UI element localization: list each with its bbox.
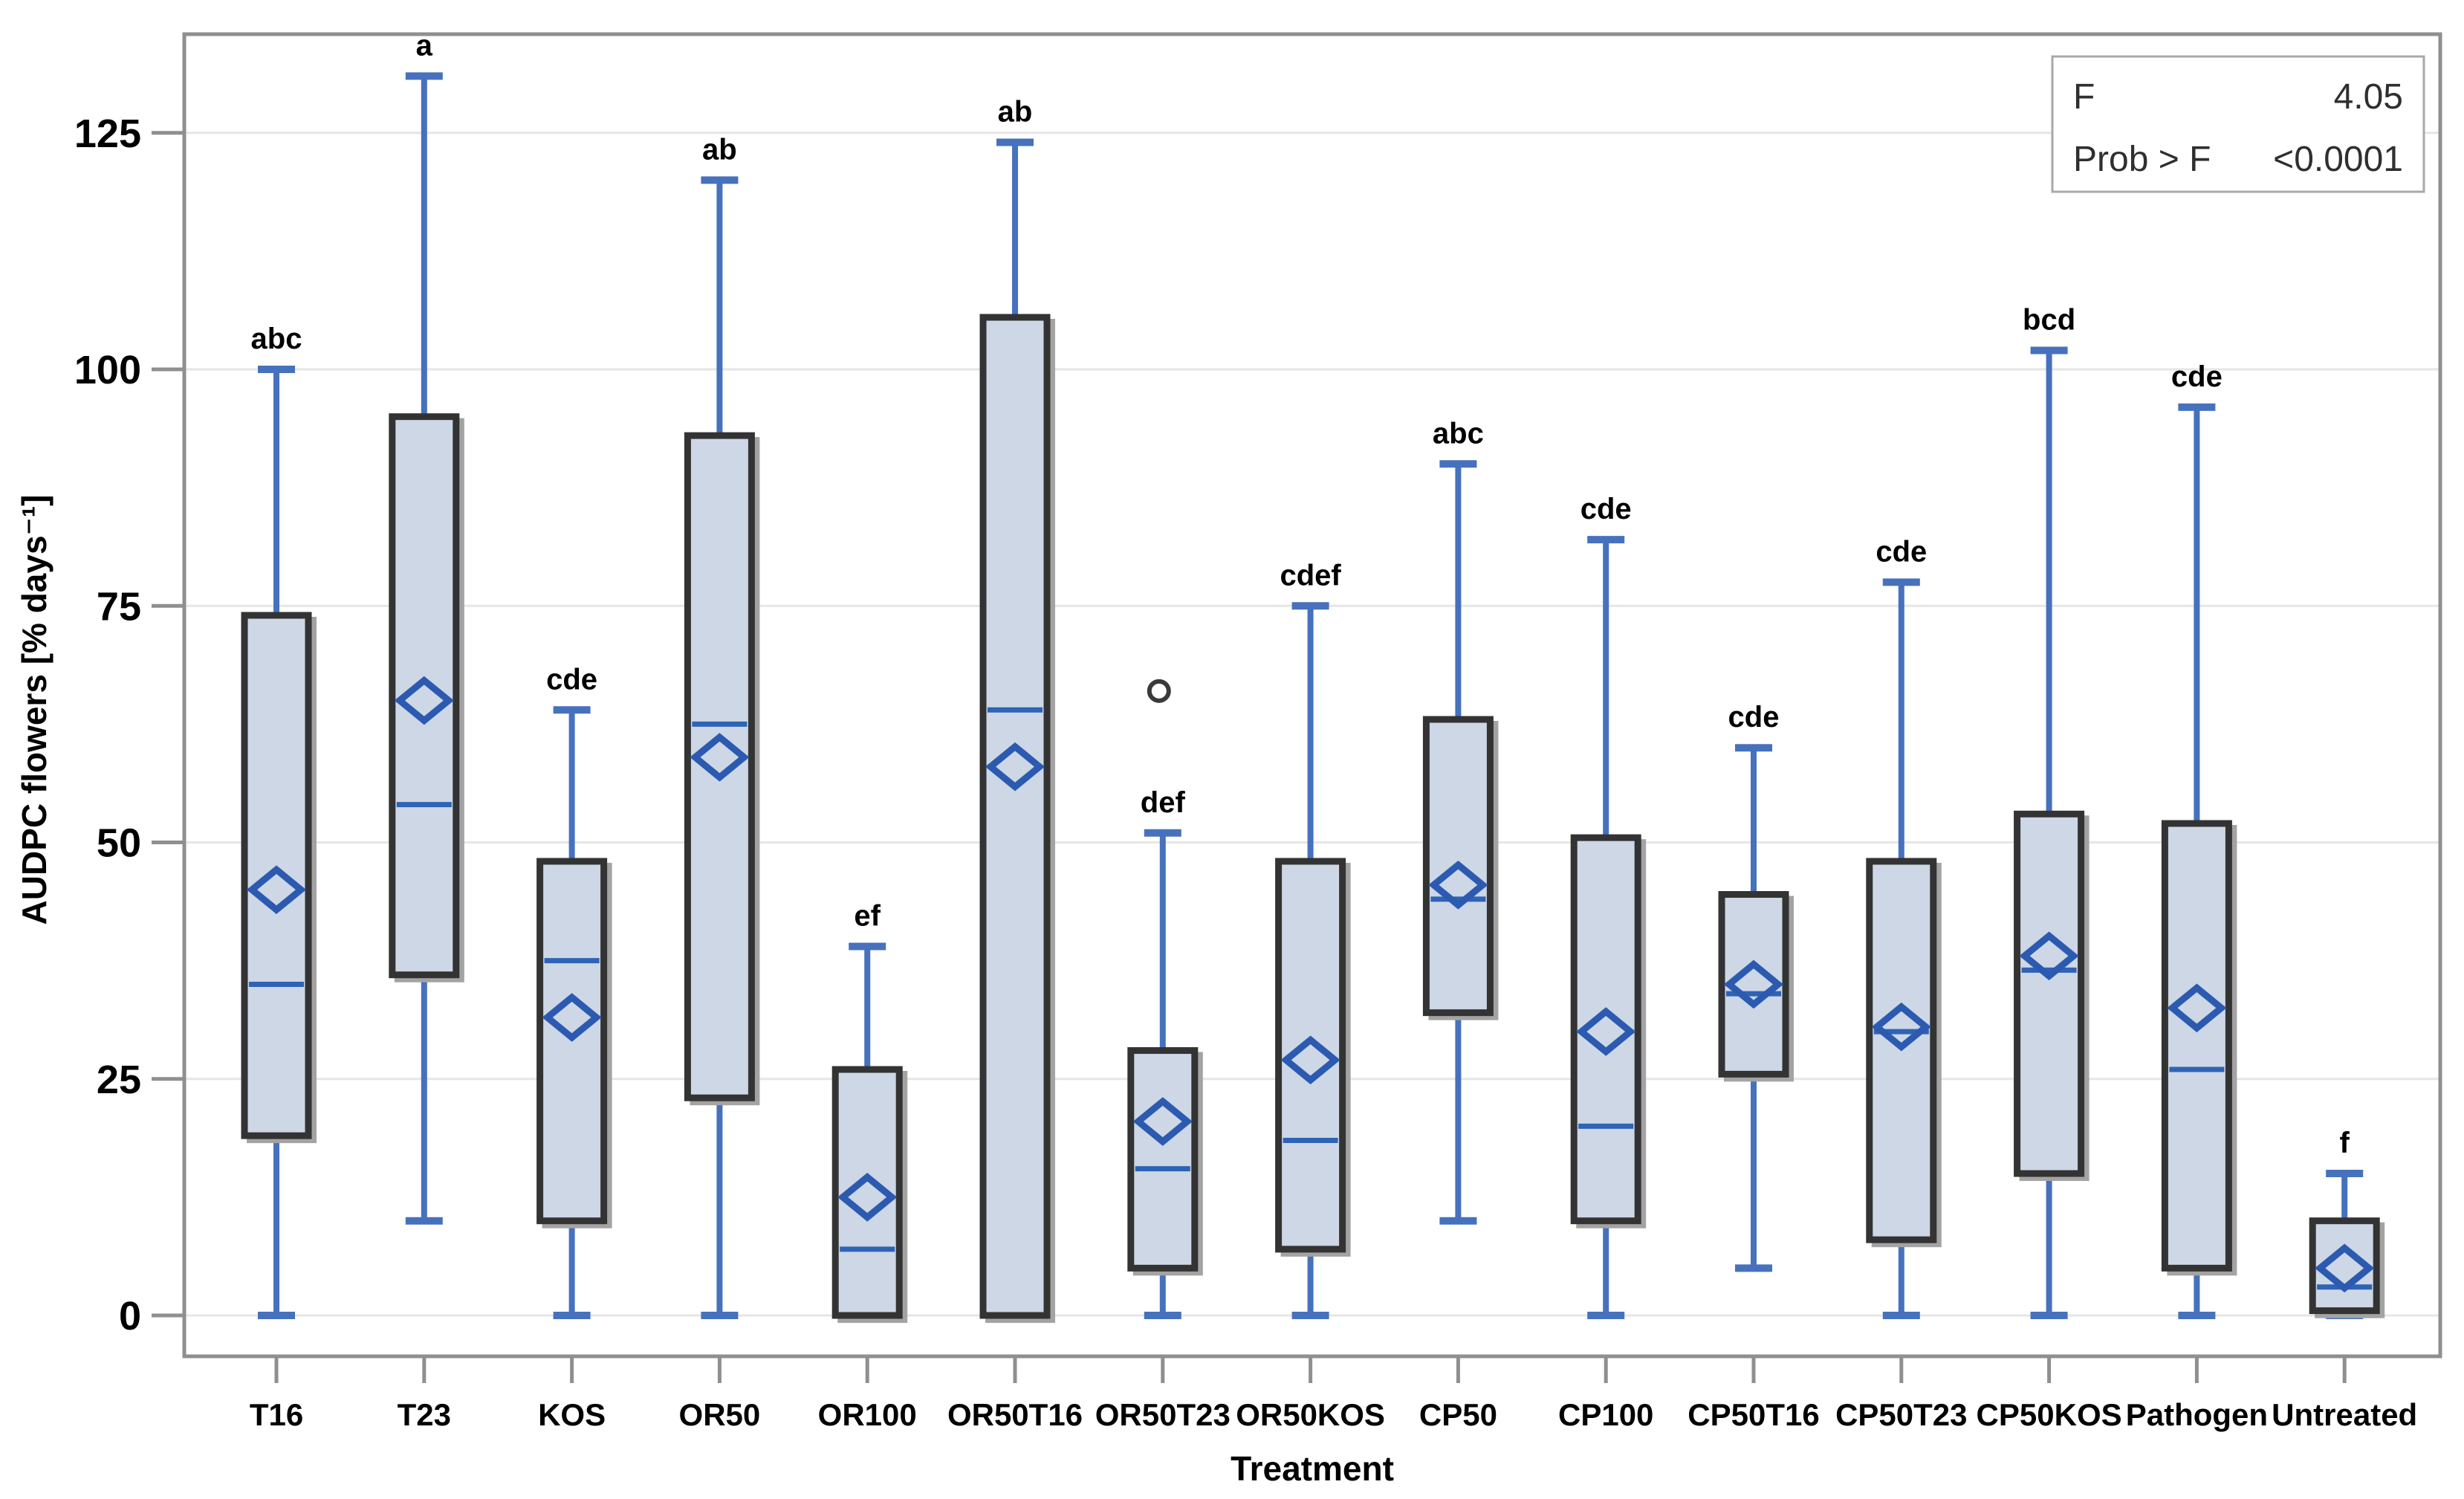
x-category-label: CP50T23 (1835, 1397, 1967, 1432)
significance-letter: cde (2171, 360, 2223, 393)
x-category-label: Pathogen (2126, 1397, 2268, 1432)
mean-diamond (837, 1173, 898, 1222)
x-category-label: KOS (538, 1397, 606, 1432)
y-tick-label: 0 (119, 1294, 141, 1338)
significance-letter: a (416, 29, 433, 62)
box-group-T23: a T23 (389, 29, 464, 1432)
stats-box-border (2051, 55, 2425, 193)
box-iqr (2014, 810, 2085, 1177)
box-group-OR50T16: ab OR50T16 (947, 95, 1083, 1432)
significance-letter: ab (998, 95, 1033, 128)
mean-diamond (985, 742, 1045, 791)
plot-content: 0 25 50 75 100 125 abc T16 a T23 cde KOS ab OR50 ef OR1… (74, 29, 2440, 1432)
significance-letter: ef (854, 900, 881, 933)
significance-letter: cde (1728, 701, 1780, 734)
mean-diamond (1723, 959, 1784, 1009)
x-category-label: Untreated (2272, 1397, 2417, 1432)
box-iqr (979, 314, 1051, 1319)
mean-diamond (1576, 1007, 1636, 1056)
significance-letter: cde (1580, 493, 1632, 525)
y-tick-label: 25 (97, 1058, 141, 1102)
box-group-OR50: ab OR50 (679, 133, 761, 1432)
significance-letter: abc (1433, 417, 1484, 450)
box-group-CP50T16: cde CP50T16 (1687, 701, 1819, 1432)
mean-diamond (1132, 1097, 1193, 1146)
significance-letter: ab (702, 133, 737, 166)
x-category-label: CP50 (1419, 1397, 1497, 1432)
box-group-OR50T23: def OR50T23 (1095, 679, 1231, 1432)
box-group-CP50KOS: bcd CP50KOS (1977, 304, 2122, 1432)
stats-box: F 4.05 Prob > F <0.0001 (2051, 55, 2425, 193)
box-group-Untreated: f Untreated (2272, 1127, 2417, 1432)
significance-letter: cdef (1280, 559, 1341, 592)
mean-diamond (542, 993, 602, 1042)
box-group-OR50KOS: cdef OR50KOS (1236, 559, 1385, 1432)
stats-prob-value: <0.0001 (2273, 140, 2403, 179)
box-group-OR100: ef OR100 (818, 900, 917, 1432)
x-category-label: OR50 (679, 1397, 761, 1432)
box-iqr (684, 432, 755, 1101)
mean-diamond (690, 733, 750, 782)
box-group-KOS: cde KOS (536, 663, 612, 1432)
box-group-Pathogen: cde Pathogen (2126, 360, 2268, 1432)
outlier-point (1147, 679, 1171, 703)
x-category-label: T23 (398, 1397, 451, 1432)
x-category-label: CP50T16 (1687, 1397, 1819, 1432)
mean-diamond (1871, 1002, 1931, 1052)
y-tick-label: 125 (74, 111, 141, 156)
mean-diamond (2019, 931, 2079, 981)
x-category-label: OR50KOS (1236, 1397, 1385, 1432)
x-category-label: CP50KOS (1977, 1397, 2122, 1432)
significance-letter: cde (546, 663, 597, 696)
significance-letter: bcd (2023, 304, 2075, 337)
mean-diamond (2315, 1243, 2375, 1293)
box-iqr (241, 612, 312, 1139)
mean-diamond (1428, 860, 1488, 910)
mean-diamond (246, 865, 307, 914)
mean-diamond (2167, 983, 2227, 1033)
x-category-label: OR100 (818, 1397, 917, 1432)
stats-f-value: 4.05 (2334, 77, 2403, 117)
y-axis-title: AUDPC flowers [% days⁻¹] (15, 495, 54, 925)
stats-f-label: F (2073, 77, 2095, 117)
box-group-CP50T23: cde CP50T23 (1835, 535, 1967, 1432)
mean-diamond (1280, 1035, 1340, 1085)
box-group-CP100: cde CP100 (1558, 493, 1653, 1432)
box-group-CP50: abc CP50 (1419, 417, 1499, 1432)
x-category-label: OR50T23 (1095, 1397, 1231, 1432)
x-category-label: CP100 (1558, 1397, 1653, 1432)
box-group-T16: abc T16 (241, 323, 317, 1432)
box-iqr (1127, 1047, 1199, 1272)
significance-letter: cde (1875, 535, 1927, 568)
x-axis-title: Treatment (1231, 1449, 1394, 1488)
stats-prob-label: Prob > F (2073, 140, 2211, 179)
y-tick-label: 50 (97, 821, 141, 866)
box-iqr (2161, 820, 2232, 1272)
x-category-label: OR50T16 (947, 1397, 1083, 1432)
y-tick-label: 100 (74, 348, 141, 392)
significance-letter: abc (251, 323, 302, 355)
significance-letter: def (1141, 786, 1186, 819)
x-category-label: T16 (250, 1397, 303, 1432)
mean-diamond (394, 676, 454, 725)
plot-frame (182, 32, 2442, 1359)
significance-letter: f (2340, 1127, 2350, 1159)
y-tick-label: 75 (97, 584, 141, 629)
